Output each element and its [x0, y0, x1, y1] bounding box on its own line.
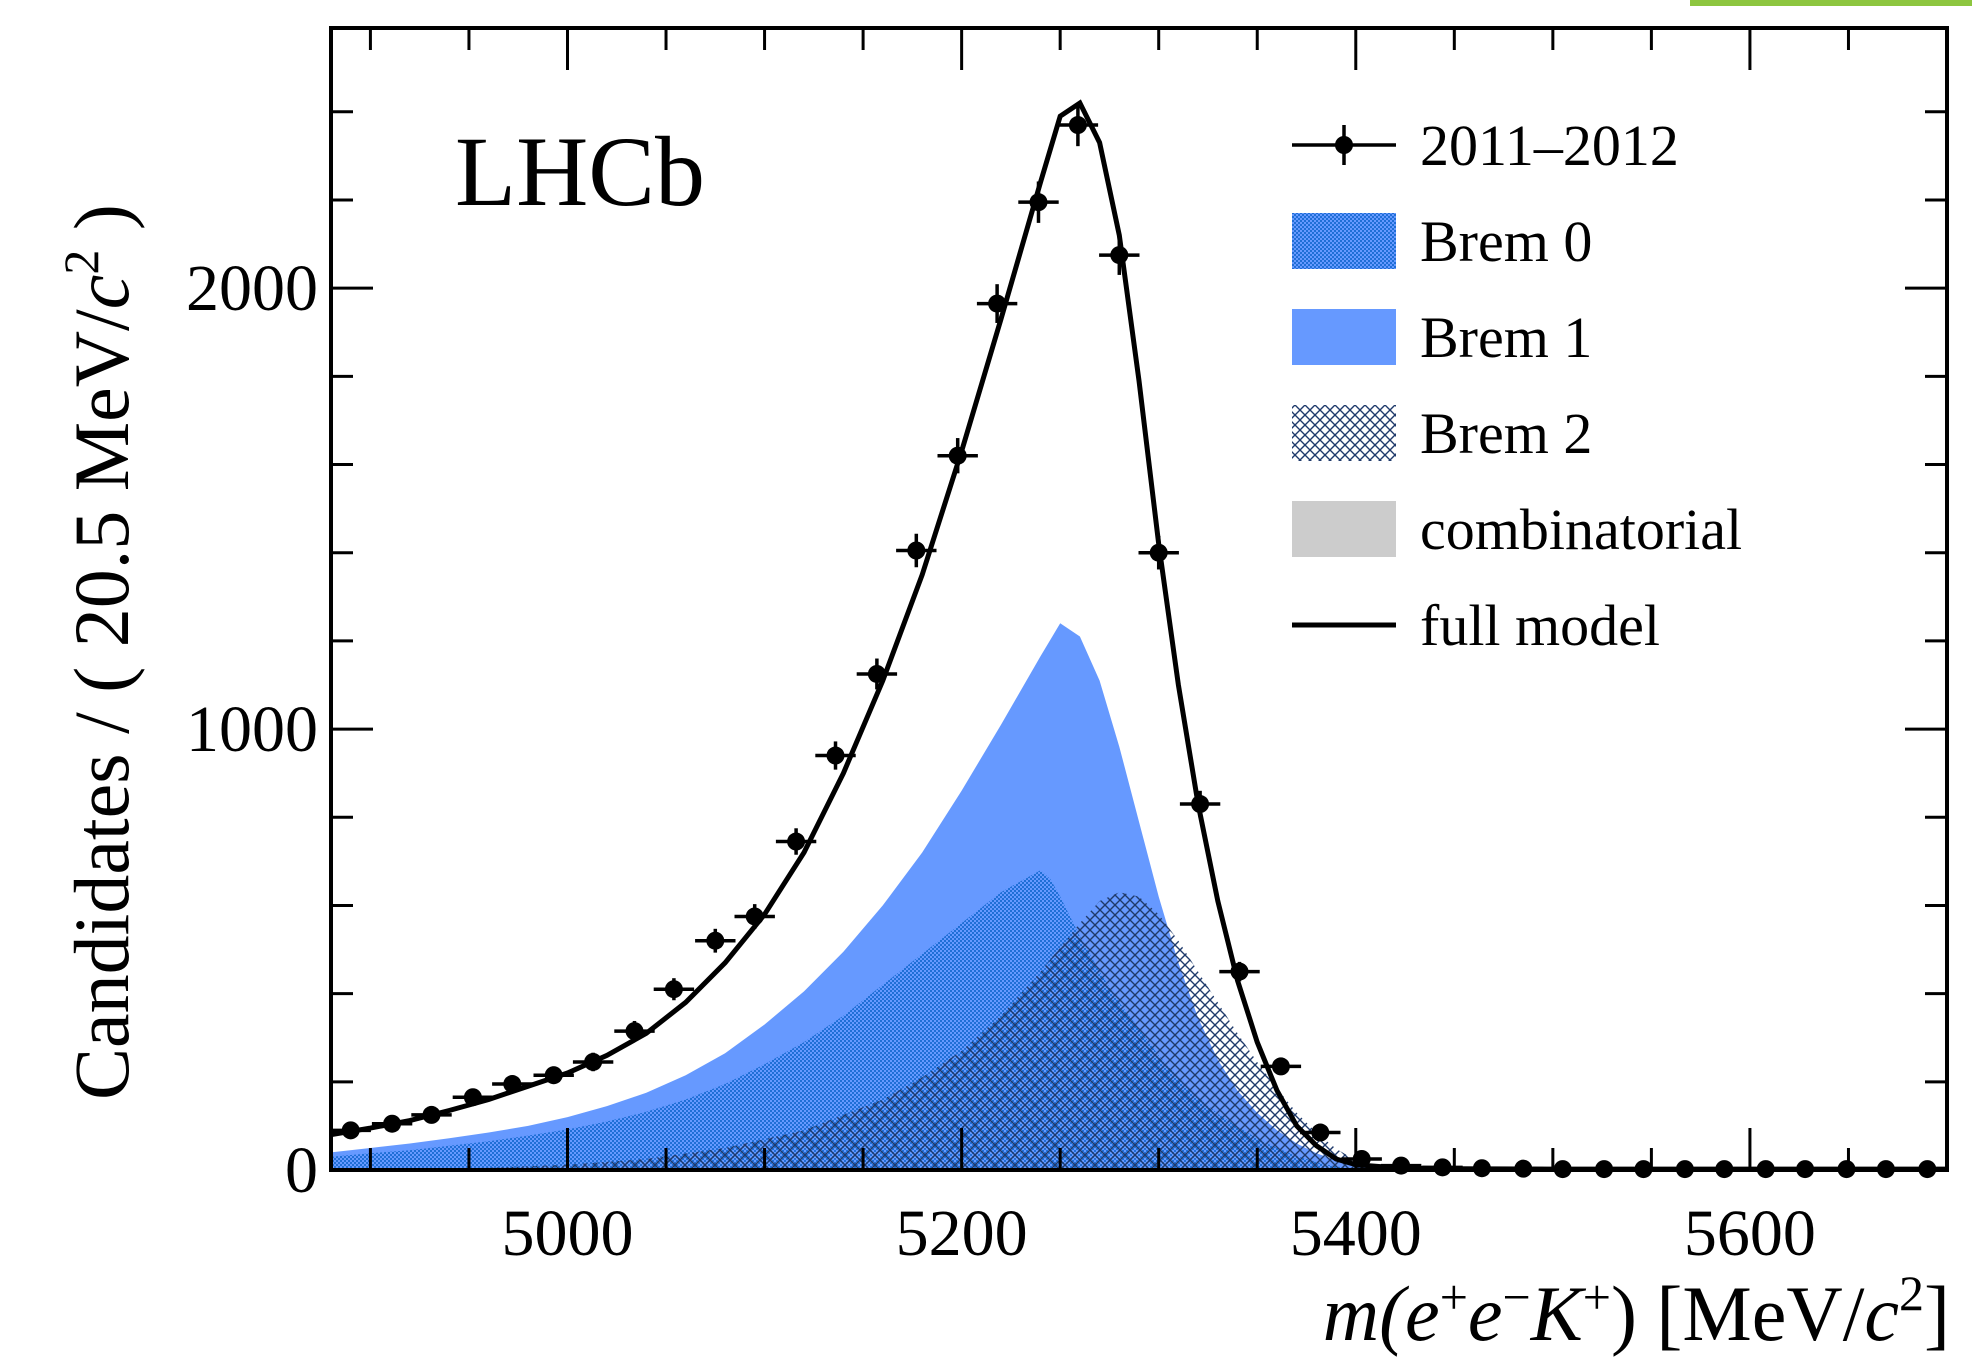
experiment-label: LHCb: [455, 116, 705, 227]
data-point: [1422, 1158, 1463, 1177]
data-point: [896, 533, 937, 568]
legend-entry: 2011–2012: [1292, 113, 1679, 178]
data-point: [775, 828, 817, 855]
data-point: [815, 741, 856, 770]
data-point: [1057, 103, 1099, 147]
data-point: [572, 1052, 614, 1072]
data-point: [533, 1066, 574, 1085]
legend-entry: combinatorial: [1292, 497, 1742, 562]
y-tick-label: 0: [285, 1134, 318, 1207]
brem0-area: [331, 870, 1947, 1170]
corner-mark: [1690, 0, 1972, 6]
legend-label: Brem 0: [1420, 209, 1592, 274]
data-point: [1018, 181, 1059, 223]
x-tick-label: 5400: [1290, 1197, 1422, 1270]
legend-swatch: [1292, 309, 1396, 365]
data-point: [1219, 961, 1260, 982]
x-tick-label: 5000: [501, 1197, 633, 1270]
legend: 2011–2012 Brem 0 Brem 1 Brem 2 combinatorial…: [1292, 113, 1742, 658]
data-point: [856, 658, 898, 690]
y-tick-label: 1000: [186, 693, 318, 766]
plot-frame: [329, 26, 1949, 1172]
data-point: [614, 1020, 655, 1042]
data-point: [1260, 1057, 1302, 1076]
legend-label: Brem 2: [1420, 401, 1592, 466]
data-point: [452, 1088, 494, 1107]
data-point: [1300, 1123, 1341, 1142]
data-point: [371, 1114, 413, 1133]
x-axis-title: m(e+e−K+) [MeV/c2]: [1323, 1265, 1950, 1357]
data-point: [937, 438, 978, 474]
x-tick-label: 5200: [896, 1197, 1028, 1270]
data-point: [330, 1121, 371, 1140]
legend-label: 2011–2012: [1420, 113, 1679, 178]
legend-entry: full model: [1292, 593, 1660, 658]
legend-label: combinatorial: [1420, 497, 1742, 562]
fit-components: [331, 623, 1947, 1170]
axis-ticks: [331, 28, 1949, 1172]
data-point: [1138, 535, 1179, 570]
y-tick-label: 2000: [186, 252, 318, 325]
data-point: [411, 1105, 452, 1124]
legend-entry: Brem 2: [1292, 401, 1592, 466]
legend-label: full model: [1420, 593, 1660, 658]
data-point: [653, 978, 695, 1001]
data-point: [1099, 235, 1140, 275]
data-point: [734, 904, 775, 929]
legend-entry: Brem 1: [1292, 305, 1592, 370]
data-point: [976, 284, 1018, 323]
data-point: [492, 1075, 533, 1094]
legend-swatch: [1292, 213, 1396, 269]
tick-labels: 5000 5200 5400 5600 0 1000 2000: [186, 252, 1816, 1270]
legend-swatch: [1292, 405, 1396, 461]
data-point: [695, 928, 736, 953]
legend-label: Brem 1: [1420, 305, 1592, 370]
y-axis-title: Candidates / ( 20.5 MeV/c2 ): [53, 204, 145, 1100]
legend-entry: Brem 0: [1292, 209, 1592, 274]
data-point: [1179, 790, 1221, 818]
brem2-area: [331, 892, 1947, 1170]
legend-swatch: [1292, 501, 1396, 557]
x-tick-label: 5600: [1684, 1197, 1816, 1270]
